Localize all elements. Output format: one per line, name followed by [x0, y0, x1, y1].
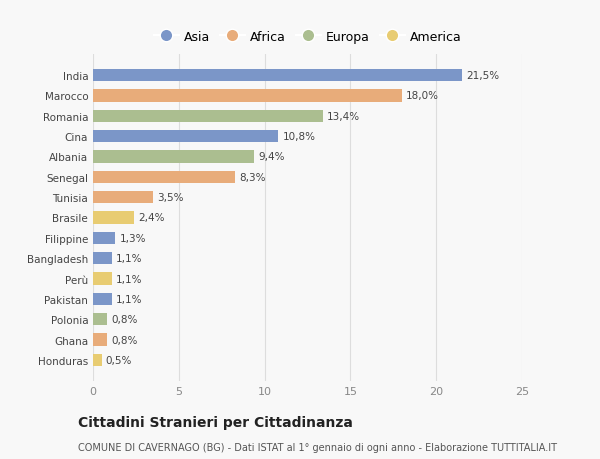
Bar: [93, 273, 112, 285]
Text: 8,3%: 8,3%: [240, 173, 266, 182]
Bar: [93, 151, 254, 163]
Text: 0,5%: 0,5%: [106, 355, 132, 365]
Text: Cittadini Stranieri per Cittadinanza: Cittadini Stranieri per Cittadinanza: [78, 415, 353, 429]
Text: 0,8%: 0,8%: [111, 314, 137, 325]
Text: 10,8%: 10,8%: [283, 132, 316, 142]
Bar: [93, 313, 107, 325]
Text: 1,1%: 1,1%: [116, 274, 143, 284]
Text: 2,4%: 2,4%: [139, 213, 165, 223]
Bar: [93, 111, 323, 123]
Bar: [93, 70, 462, 82]
Bar: [93, 334, 107, 346]
Text: COMUNE DI CAVERNAGO (BG) - Dati ISTAT al 1° gennaio di ogni anno - Elaborazione : COMUNE DI CAVERNAGO (BG) - Dati ISTAT al…: [78, 442, 557, 452]
Bar: [93, 354, 101, 366]
Text: 1,1%: 1,1%: [116, 294, 143, 304]
Bar: [93, 232, 115, 244]
Bar: [93, 212, 134, 224]
Text: 3,5%: 3,5%: [157, 193, 184, 203]
Text: 9,4%: 9,4%: [259, 152, 285, 162]
Bar: [93, 131, 278, 143]
Text: 21,5%: 21,5%: [466, 71, 499, 81]
Text: 0,8%: 0,8%: [111, 335, 137, 345]
Legend: Asia, Africa, Europa, America: Asia, Africa, Europa, America: [149, 25, 466, 48]
Bar: [93, 192, 153, 204]
Bar: [93, 252, 112, 265]
Text: 18,0%: 18,0%: [406, 91, 439, 101]
Bar: [93, 90, 402, 102]
Text: 1,3%: 1,3%: [119, 233, 146, 243]
Bar: [93, 293, 112, 305]
Bar: [93, 171, 235, 184]
Text: 1,1%: 1,1%: [116, 254, 143, 263]
Text: 13,4%: 13,4%: [327, 112, 361, 122]
